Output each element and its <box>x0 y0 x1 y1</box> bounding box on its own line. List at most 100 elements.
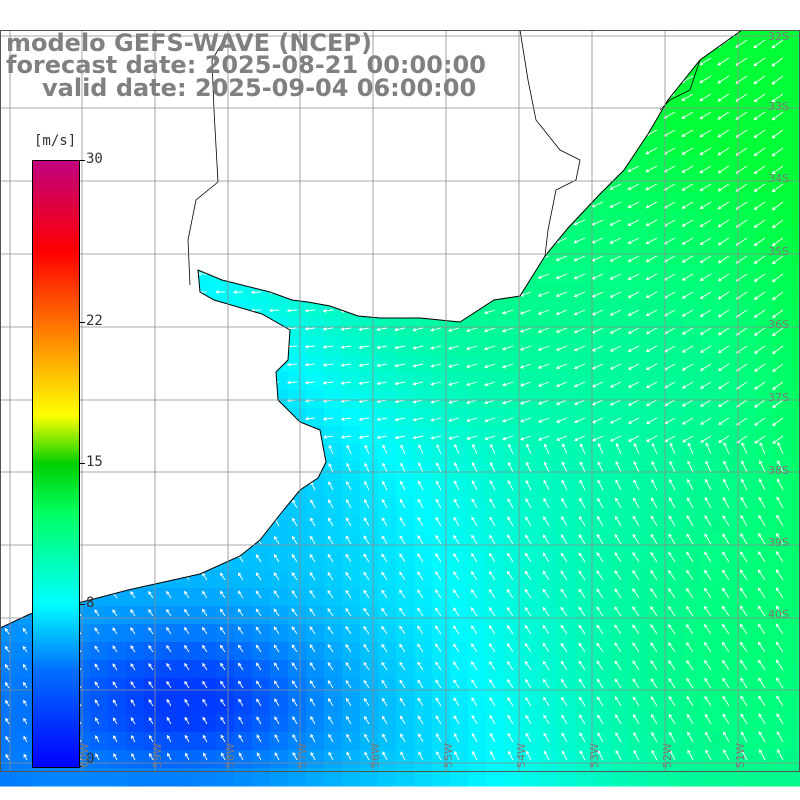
wind-arrow <box>519 255 532 261</box>
wind-arrow <box>471 679 478 689</box>
wind-speed-cell <box>108 228 127 247</box>
wind-speed-cell <box>576 588 595 607</box>
wind-arrow <box>632 696 640 707</box>
wind-arrow <box>382 462 388 473</box>
wind-speed-cell <box>612 336 631 355</box>
wind-speed-cell <box>648 174 667 193</box>
wind-arrow <box>447 183 460 188</box>
wind-arrow <box>430 435 442 440</box>
wind-arrow <box>220 698 226 707</box>
wind-speed-cell <box>684 264 703 283</box>
wind-arrow <box>722 659 730 671</box>
wind-arrow <box>448 417 460 422</box>
wind-arrow <box>591 57 604 64</box>
wind-arrow <box>412 309 424 314</box>
wind-arrow <box>753 39 766 49</box>
wind-speed-cell <box>234 444 253 463</box>
wind-arrow <box>107 181 118 186</box>
wind-arrow <box>501 201 514 207</box>
wind-arrow <box>304 416 316 421</box>
wind-speed-cell <box>360 138 379 157</box>
wind-speed-cell <box>252 336 271 355</box>
wind-arrow <box>393 183 406 188</box>
wind-speed-cell <box>630 570 649 589</box>
wind-arrow <box>411 219 424 224</box>
wind-arrow <box>184 608 190 617</box>
wind-speed-cell <box>612 48 631 67</box>
wind-arrow <box>5 519 10 527</box>
wind-arrow <box>663 273 676 281</box>
wind-speed-cell <box>270 210 289 229</box>
wind-arrow <box>179 235 190 240</box>
wind-arrow <box>699 39 712 48</box>
wind-speed-cell <box>774 606 793 625</box>
wind-arrow <box>615 461 622 473</box>
wind-speed-cell <box>198 444 217 463</box>
wind-speed-cell <box>756 354 775 373</box>
wind-speed-cell <box>450 516 469 535</box>
wind-speed-cell <box>774 426 793 445</box>
wind-arrow <box>561 497 568 509</box>
wind-arrow <box>125 325 136 330</box>
wind-arrow <box>291 662 298 671</box>
wind-speed-cell <box>0 516 19 535</box>
wind-arrow <box>578 624 586 635</box>
wind-arrow <box>681 201 694 209</box>
wind-arrow <box>309 608 316 617</box>
wind-speed-cell <box>450 768 469 787</box>
wind-arrow <box>573 273 586 280</box>
wind-speed-cell <box>522 228 541 247</box>
wind-arrow <box>591 435 604 442</box>
wind-speed-cell <box>342 426 361 445</box>
wind-speed-cell <box>720 606 739 625</box>
wind-arrow <box>202 445 208 455</box>
wind-speed-cell <box>756 606 775 625</box>
wind-arrow <box>411 129 424 134</box>
wind-speed-cell <box>180 210 199 229</box>
wind-speed-cell <box>306 696 325 715</box>
wind-speed-cell <box>756 768 775 787</box>
wind-speed-cell <box>360 534 379 553</box>
wind-speed-cell <box>306 768 325 787</box>
wind-arrow <box>197 200 208 204</box>
wind-speed-cell <box>324 498 343 517</box>
wind-arrow <box>309 662 316 671</box>
wind-speed-cell <box>486 84 505 103</box>
wind-arrow <box>597 497 604 509</box>
wind-speed-cell <box>594 552 613 571</box>
wind-speed-cell <box>774 246 793 265</box>
wind-speed-cell <box>360 336 379 355</box>
wind-speed-cell <box>630 462 649 481</box>
wind-speed-cell <box>522 408 541 427</box>
wind-speed-cell <box>378 588 397 607</box>
wind-arrow <box>399 715 406 725</box>
wind-arrow <box>382 444 388 455</box>
wind-speed-cell <box>342 264 361 283</box>
wind-speed-cell <box>486 372 505 391</box>
wind-speed-cell <box>612 552 631 571</box>
wind-speed-cell <box>288 282 307 301</box>
wind-arrow <box>741 460 748 473</box>
wind-speed-cell <box>540 246 559 265</box>
wind-speed-cell <box>666 354 685 373</box>
wind-speed-cell <box>414 354 433 373</box>
wind-speed-cell <box>630 426 649 445</box>
wind-arrow <box>255 608 262 617</box>
wind-arrow <box>578 660 586 671</box>
wind-arrow <box>196 110 208 114</box>
wind-speed-cell <box>486 462 505 481</box>
wind-arrow <box>376 237 388 242</box>
wind-speed-cell <box>234 534 253 553</box>
wind-speed-cell <box>234 336 253 355</box>
wind-speed-cell <box>684 174 703 193</box>
wind-arrow <box>681 327 694 335</box>
wind-speed-cell <box>108 570 127 589</box>
wind-speed-cell <box>432 192 451 211</box>
wind-arrow <box>561 750 568 761</box>
wind-speed-cell <box>756 120 775 139</box>
wind-speed-cell <box>576 228 595 247</box>
wind-arrow <box>22 627 28 635</box>
wind-speed-cell <box>522 66 541 85</box>
wind-speed-cell <box>630 282 649 301</box>
wind-arrow <box>219 644 226 653</box>
